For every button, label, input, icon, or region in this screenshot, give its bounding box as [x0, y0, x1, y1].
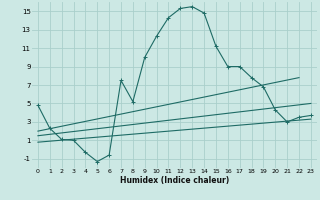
X-axis label: Humidex (Indice chaleur): Humidex (Indice chaleur) [120, 176, 229, 185]
